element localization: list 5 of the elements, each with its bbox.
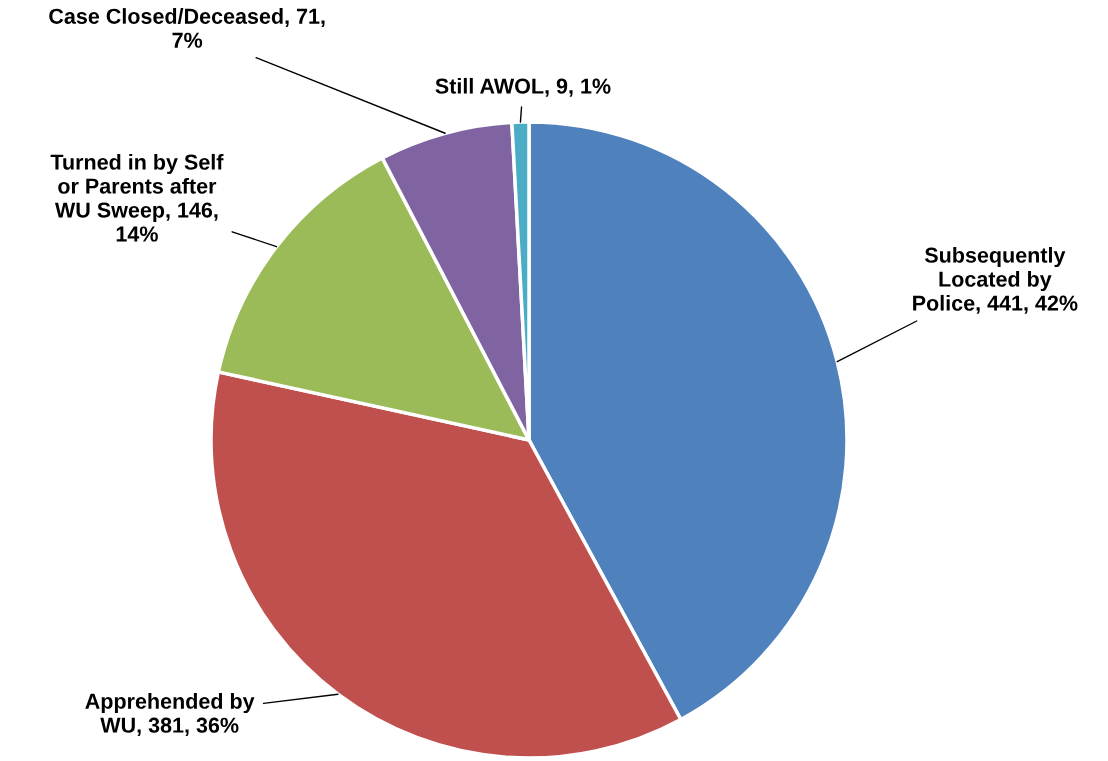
slice-label: Still AWOL, 9, 1%: [435, 77, 611, 97]
slice-label: Apprehended by WU, 381, 36%: [85, 693, 255, 736]
slice-label: Turned in by Self or Parents after WU Sweep, 146, 14%: [50, 153, 224, 242]
slice-label: Case Closed/Deceased, 71, 7%: [49, 8, 325, 48]
slice-label: Subsequently Located by Police, 441, 42%: [913, 247, 1078, 314]
